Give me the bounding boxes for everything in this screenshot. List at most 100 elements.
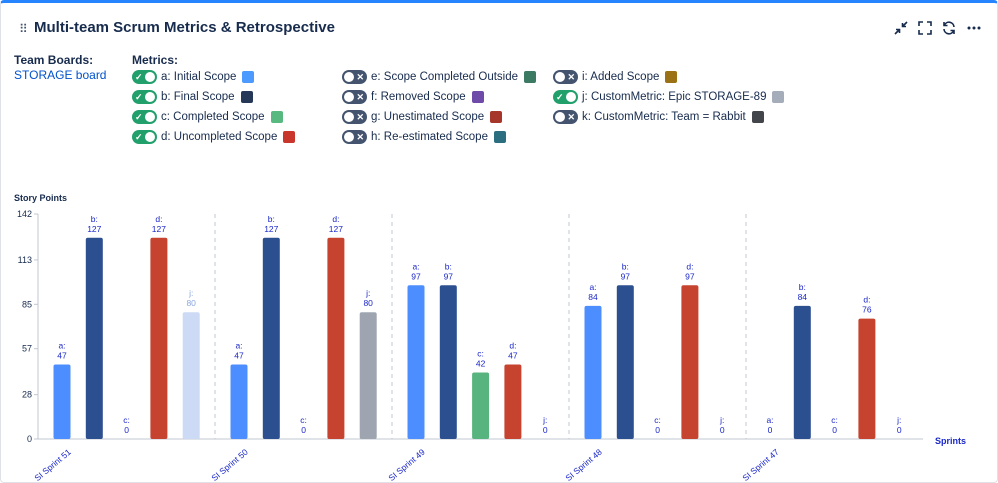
data-label-value: 97 <box>444 271 454 281</box>
metric-toggle-b[interactable]: ✓ <box>132 90 157 104</box>
y-axis-label: Story Points <box>14 193 68 203</box>
widget-header: ⠿ Multi-team Scrum Metrics & Retrospecti… <box>1 3 997 59</box>
metric-toggle-j[interactable]: ✓ <box>553 90 578 104</box>
metric-toggle-f[interactable]: ✕ <box>342 90 367 104</box>
fullscreen-icon[interactable] <box>914 17 936 39</box>
metric-color-swatch <box>493 131 506 143</box>
data-label-value: 42 <box>476 358 486 368</box>
metric-color-swatch <box>665 71 678 83</box>
metric-c: ✓ c: Completed Scope <box>132 109 283 125</box>
metric-toggle-d[interactable]: ✓ <box>132 130 157 144</box>
data-label-value: 127 <box>152 224 166 234</box>
toggle-knob <box>555 72 565 82</box>
metric-color-swatch <box>751 111 764 123</box>
metric-color-swatch <box>471 91 484 103</box>
metric-j: ✓ j: CustomMetric: Epic STORAGE-89 <box>553 89 785 105</box>
metric-label: i: Added Scope <box>582 71 660 83</box>
metrics-label: Metrics: <box>132 53 179 67</box>
x-category-label: SI Sprint 47 <box>740 447 781 483</box>
x-category-label: SI Sprint 48 <box>563 447 604 483</box>
widget-title: Multi-team Scrum Metrics & Retrospective <box>34 19 335 36</box>
data-label-value: 0 <box>897 425 902 435</box>
metric-color-swatch <box>490 111 503 123</box>
data-label-key: c: <box>831 415 838 425</box>
metric-label: b: Final Scope <box>161 91 235 103</box>
data-label-value: 80 <box>186 298 196 308</box>
toggle-knob <box>566 92 576 102</box>
data-label-value: 80 <box>363 298 373 308</box>
metric-toggle-h[interactable]: ✕ <box>342 130 367 144</box>
data-label-value: 47 <box>508 351 518 361</box>
metric-color-swatch <box>283 131 296 143</box>
more-icon[interactable] <box>963 17 985 39</box>
metric-label: a: Initial Scope <box>161 71 237 83</box>
metric-label: e: Scope Completed Outside <box>371 71 519 83</box>
metric-label: d: Uncompleted Scope <box>161 131 278 143</box>
collapse-icon[interactable] <box>890 17 912 39</box>
toggle-knob <box>344 112 354 122</box>
toggle-knob <box>344 132 354 142</box>
metric-color-swatch <box>524 71 537 83</box>
data-label-key: b: <box>268 214 275 224</box>
bar-j <box>359 312 377 439</box>
metric-toggle-i[interactable]: ✕ <box>553 70 578 84</box>
metric-label: k: CustomMetric: Team = Rabbit <box>582 111 746 123</box>
check-icon: ✓ <box>556 92 564 102</box>
data-label-key: j: <box>719 415 724 425</box>
y-tick-label: 0 <box>27 434 32 444</box>
data-label-key: d: <box>332 214 339 224</box>
toggle-knob <box>344 72 354 82</box>
data-label-value: 127 <box>329 224 343 234</box>
y-tick-label: 142 <box>17 209 32 219</box>
data-label-key: c: <box>477 348 484 358</box>
bar-a <box>407 285 425 439</box>
data-label-key: c: <box>300 415 307 425</box>
metric-color-swatch <box>270 111 283 123</box>
data-label-key: a: <box>589 282 596 292</box>
metric-label: g: Unestimated Scope <box>371 111 485 123</box>
metric-toggle-g[interactable]: ✕ <box>342 110 367 124</box>
bar-d <box>150 237 168 439</box>
metric-color-swatch <box>242 71 255 83</box>
y-tick-label: 113 <box>18 255 32 265</box>
data-label-key: d: <box>509 341 516 351</box>
toggle-knob <box>344 92 354 102</box>
data-label-key: j: <box>188 288 193 298</box>
metric-k: ✕ k: CustomMetric: Team = Rabbit <box>553 109 764 125</box>
data-label-value: 0 <box>655 425 660 435</box>
metric-h: ✕ h: Re-estimated Scope <box>342 129 506 145</box>
team-boards-label: Team Boards: <box>14 53 94 67</box>
metric-toggle-k[interactable]: ✕ <box>553 110 578 124</box>
metric-color-swatch <box>772 91 785 103</box>
data-label-key: d: <box>863 295 870 305</box>
data-label-value: 47 <box>234 351 244 361</box>
y-tick-label: 28 <box>22 390 32 400</box>
drag-handle-icon[interactable]: ⠿ <box>19 22 28 36</box>
check-icon: ✓ <box>135 112 143 122</box>
y-tick-label: 85 <box>22 299 32 309</box>
check-icon: ✓ <box>135 132 143 142</box>
data-label-key: b: <box>445 261 452 271</box>
close-icon: ✕ <box>356 112 364 122</box>
metric-toggle-c[interactable]: ✓ <box>132 110 157 124</box>
data-label-key: j: <box>365 288 370 298</box>
refresh-icon[interactable] <box>938 17 960 39</box>
data-label-key: b: <box>799 282 806 292</box>
bar-b <box>793 305 811 439</box>
data-label-value: 127 <box>87 224 101 234</box>
x-axis-title: Sprints <box>935 436 966 446</box>
bar-c <box>472 372 490 439</box>
toggle-knob <box>145 72 155 82</box>
metric-toggle-e[interactable]: ✕ <box>342 70 367 84</box>
data-label-key: d: <box>155 214 162 224</box>
bar-b <box>262 237 280 439</box>
data-label-value: 0 <box>832 425 837 435</box>
metric-g: ✕ g: Unestimated Scope <box>342 109 503 125</box>
data-label-value: 0 <box>543 425 548 435</box>
close-icon: ✕ <box>567 112 575 122</box>
metric-a: ✓ a: Initial Scope <box>132 69 255 85</box>
metric-toggle-a[interactable]: ✓ <box>132 70 157 84</box>
team-board-link[interactable]: STORAGE board <box>14 68 107 82</box>
data-label-value: 0 <box>768 425 773 435</box>
